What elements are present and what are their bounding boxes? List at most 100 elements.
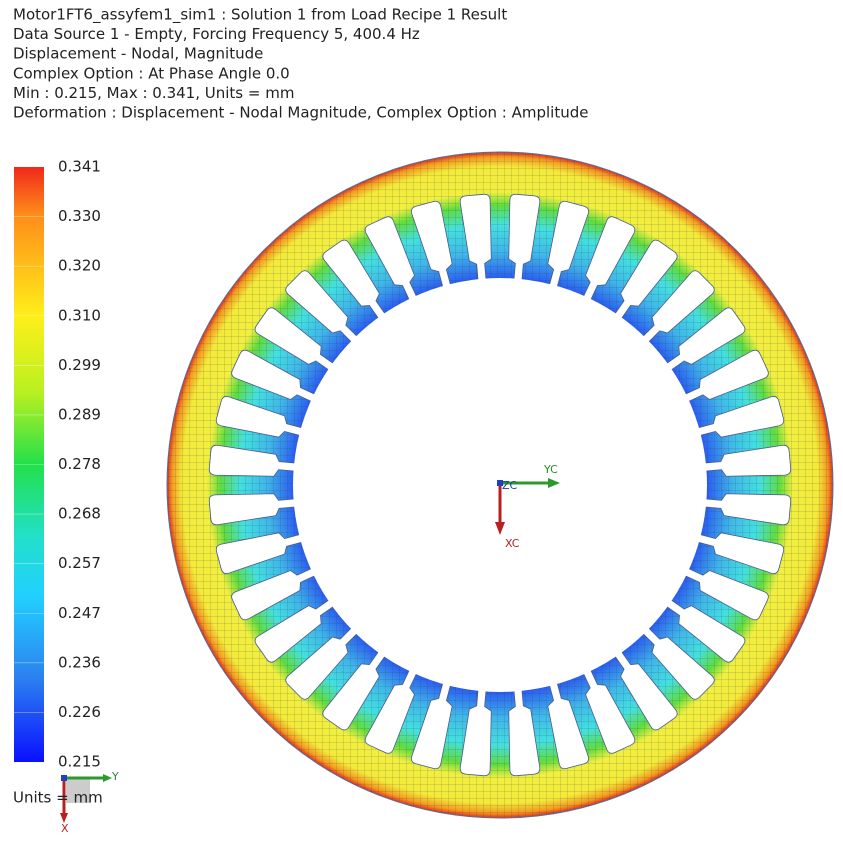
legend-label: 0.330 — [58, 207, 101, 225]
slot-shape — [285, 270, 359, 344]
slot-shape — [665, 307, 746, 372]
legend-label: 0.341 — [58, 158, 101, 176]
header-line: Complex Option : At Phase Angle 0.0 — [13, 64, 290, 82]
slot — [703, 444, 792, 477]
legend-label: 0.299 — [58, 356, 101, 374]
slot-shape — [411, 200, 453, 289]
slot-shape — [683, 567, 769, 621]
slot — [641, 626, 715, 700]
header-line: Deformation : Displacement - Nodal Magni… — [13, 104, 588, 122]
slot — [215, 396, 304, 438]
slot-shape — [208, 493, 297, 526]
slot — [696, 396, 785, 438]
slot-shape — [322, 650, 387, 731]
slot-shape — [364, 216, 418, 302]
slot-shape — [703, 493, 792, 526]
slot — [364, 216, 418, 302]
slot — [364, 668, 418, 754]
triad-label: ZC — [502, 479, 518, 492]
slot-shape — [508, 193, 541, 282]
slot-shape — [696, 532, 785, 574]
slot — [547, 681, 589, 770]
slot — [683, 349, 769, 403]
slot — [215, 532, 304, 574]
legend-label: 0.215 — [58, 753, 101, 771]
slot — [411, 681, 453, 770]
slot-shape — [364, 668, 418, 754]
units-label: Units = mm — [13, 789, 103, 807]
slot-shape — [613, 650, 678, 731]
slot-shape — [459, 688, 492, 777]
center-triad: YC ZC XC — [495, 463, 560, 550]
slot — [665, 307, 746, 372]
legend-label: 0.320 — [58, 257, 101, 275]
slot — [696, 532, 785, 574]
slot-shape — [641, 626, 715, 700]
corner-triad: Y X — [60, 770, 119, 835]
slot-shape — [703, 444, 792, 477]
slot-shape — [254, 598, 335, 663]
slot — [613, 650, 678, 731]
slot — [641, 270, 715, 344]
slot — [322, 239, 387, 320]
slot — [285, 626, 359, 700]
legend: 0.341 0.330 0.320 0.310 0.299 0.289 0.278 0.268… — [14, 158, 101, 771]
slot — [231, 349, 317, 403]
legend-label: 0.268 — [58, 505, 101, 523]
legend-label: 0.226 — [58, 703, 101, 721]
slot-shape — [215, 396, 304, 438]
slot — [208, 444, 297, 477]
triad-label: X — [61, 822, 69, 835]
slot-shape — [508, 688, 541, 777]
slot — [285, 270, 359, 344]
slot-shape — [215, 532, 304, 574]
slot — [683, 567, 769, 621]
slot-shape — [613, 239, 678, 320]
slot-shape — [641, 270, 715, 344]
triad-label: YC — [543, 463, 558, 476]
header-line: Min : 0.215, Max : 0.341, Units = mm — [13, 84, 294, 102]
triad-label: XC — [505, 537, 520, 550]
slot — [613, 239, 678, 320]
slot-shape — [322, 239, 387, 320]
slot-shape — [208, 444, 297, 477]
slot-shape — [254, 307, 335, 372]
slot-shape — [683, 349, 769, 403]
slot — [582, 668, 636, 754]
legend-label: 0.257 — [58, 554, 101, 572]
slot — [322, 650, 387, 731]
slot — [459, 193, 492, 282]
slot-shape — [411, 681, 453, 770]
slot — [508, 193, 541, 282]
legend-label: 0.310 — [58, 306, 101, 324]
slot-shape — [547, 200, 589, 289]
legend-label: 0.278 — [58, 455, 101, 473]
slot — [582, 216, 636, 302]
slot-shape — [285, 626, 359, 700]
slot — [547, 200, 589, 289]
slot — [703, 493, 792, 526]
legend-label: 0.236 — [58, 653, 101, 671]
slot-shape — [582, 216, 636, 302]
header-line: Data Source 1 - Empty, Forcing Frequency… — [13, 25, 420, 43]
slot — [254, 307, 335, 372]
legend-label: 0.247 — [58, 604, 101, 622]
header: Motor1FT6_assyfem1_sim1 : Solution 1 fro… — [13, 6, 588, 122]
slot-shape — [547, 681, 589, 770]
triad-label: Y — [111, 770, 119, 783]
header-line: Displacement - Nodal, Magnitude — [13, 45, 263, 63]
slot — [665, 598, 746, 663]
slot — [411, 200, 453, 289]
slot — [459, 688, 492, 777]
slot-shape — [665, 598, 746, 663]
slot — [231, 567, 317, 621]
legend-label: 0.289 — [58, 405, 101, 423]
slot — [508, 688, 541, 777]
slot — [254, 598, 335, 663]
slot-shape — [231, 567, 317, 621]
slot — [208, 493, 297, 526]
slot-shape — [459, 193, 492, 282]
slot-shape — [582, 668, 636, 754]
slot-shape — [231, 349, 317, 403]
